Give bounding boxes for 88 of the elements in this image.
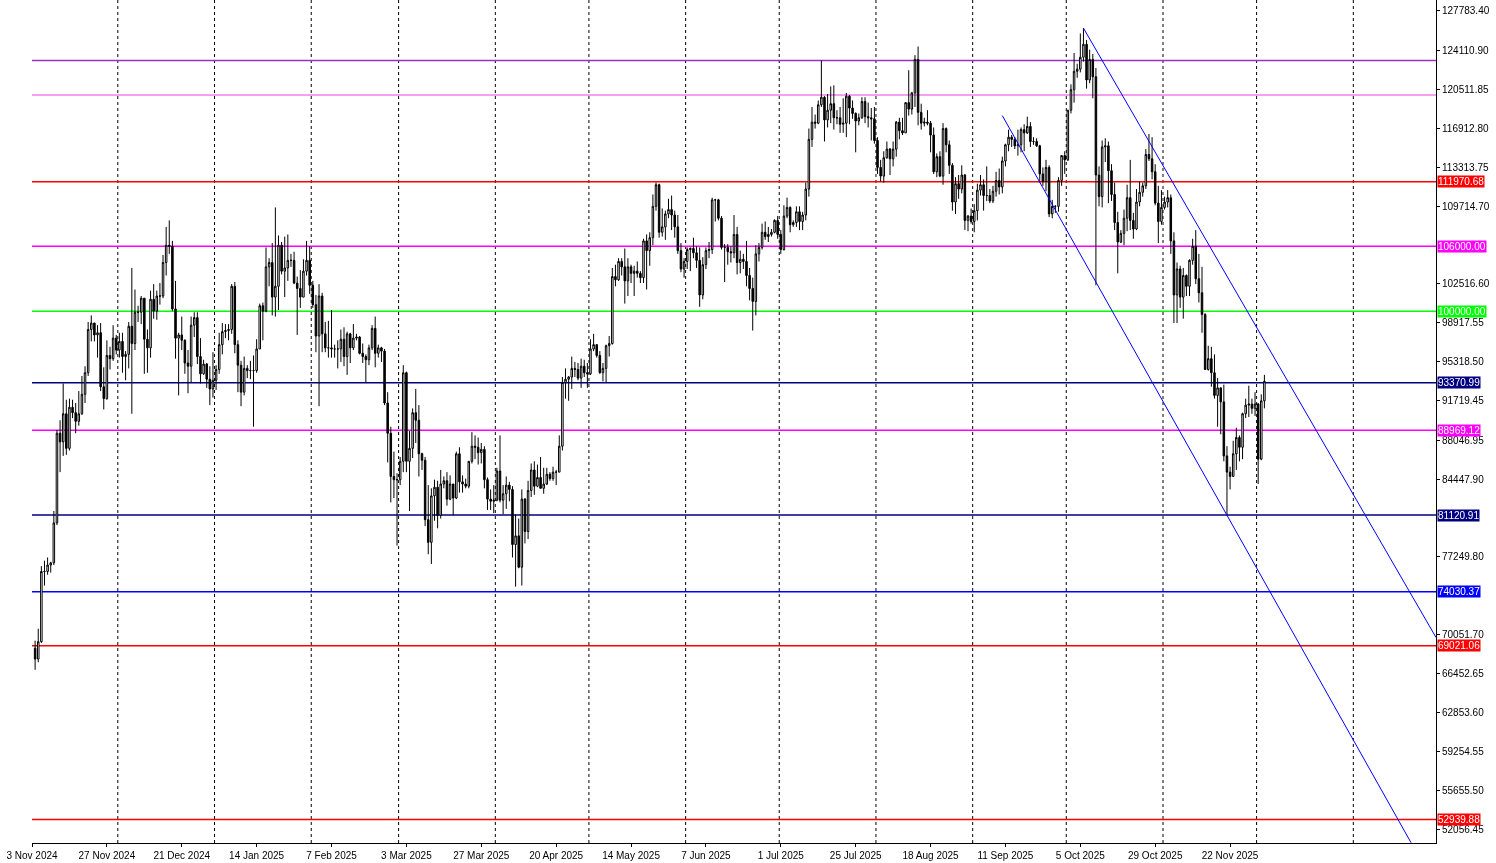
candlestick [504, 475, 508, 510]
candlestick [1019, 126, 1023, 153]
candlestick [710, 197, 714, 255]
ref-line-label: 81120.91 [1438, 510, 1480, 521]
x-tick-label: 7 Feb 2025 [306, 850, 358, 861]
ref-line-label: 106000.00 [1438, 241, 1486, 252]
candlestick [68, 398, 71, 452]
candlestick [870, 107, 873, 141]
candlestick [1107, 141, 1110, 204]
candlestick [548, 471, 552, 482]
candlestick [845, 92, 848, 138]
candlestick [795, 205, 798, 228]
x-tick-label: 1 Jul 2025 [757, 850, 805, 861]
candlestick [1100, 139, 1104, 208]
y-tick-label: 109714.70 [1442, 200, 1490, 212]
candlestick [551, 466, 555, 482]
candlestick [1047, 164, 1051, 218]
ref-line-label: 111970.68 [1438, 176, 1485, 187]
candlestick [798, 205, 801, 231]
candlestick [632, 265, 636, 297]
candlestick [657, 183, 661, 239]
candlestick [941, 122, 945, 186]
y-tick-label: 102516.60 [1442, 278, 1490, 290]
y-tick-label: 84447.90 [1442, 473, 1485, 485]
x-tick-label: 14 May 2025 [602, 850, 661, 861]
y-tick-label: 113313.75 [1442, 161, 1489, 173]
candlestick [373, 316, 377, 368]
x-tick-label: 27 Nov 2024 [78, 850, 136, 861]
y-tick-label: 52056.45 [1442, 823, 1485, 835]
x-tick-label: 25 Jul 2025 [829, 850, 882, 861]
y-tick-label: 98917.55 [1442, 317, 1485, 329]
candlestick [1016, 129, 1020, 157]
y-tick-label: 62853.60 [1442, 706, 1485, 718]
candlestick [1010, 134, 1013, 148]
candlestick [283, 236, 286, 298]
y-tick-label: 95318.50 [1442, 356, 1485, 368]
y-tick-label: 127783.40 [1442, 5, 1490, 17]
candlestick [249, 360, 252, 380]
y-tick-label: 91719.45 [1442, 395, 1485, 407]
x-tick-label: 20 Apr 2025 [529, 850, 584, 861]
candlestick [476, 437, 480, 466]
candlestick [579, 358, 583, 389]
x-tick-label: 5 Oct 2025 [1055, 850, 1106, 861]
candlestick [317, 283, 321, 407]
y-tick-label: 59254.55 [1442, 745, 1485, 757]
candlestick [1029, 121, 1032, 148]
candlestick [330, 309, 333, 359]
candlestick [1247, 385, 1251, 418]
x-tick-label: 7 Jun 2025 [681, 850, 732, 861]
ref-line-label: 74030.37 [1438, 586, 1481, 597]
ref-line-label: 52939.88 [1438, 814, 1481, 825]
candlestick [863, 96, 867, 124]
x-tick-label: 27 Mar 2025 [453, 850, 510, 861]
candlestick [520, 488, 524, 587]
candlestick [345, 331, 349, 376]
ref-line-label: 93370.99 [1438, 377, 1481, 388]
y-tick-label: 124110.90 [1442, 45, 1489, 57]
x-tick-label: 11 Sep 2025 [977, 850, 1034, 861]
ref-line-label: 88969.12 [1438, 425, 1481, 436]
candlestick [274, 206, 277, 318]
candlestick [916, 45, 920, 126]
y-tick-label: 70051.70 [1442, 629, 1485, 641]
y-tick-label: 116912.80 [1442, 122, 1489, 134]
x-tick-label: 29 Oct 2025 [1127, 850, 1183, 861]
candlestick [130, 267, 134, 415]
candlestick [832, 84, 836, 131]
y-tick-label: 66452.65 [1442, 668, 1485, 680]
y-tick-label: 88046.95 [1442, 434, 1485, 446]
candlestick [698, 246, 701, 308]
candlestick [1182, 267, 1185, 320]
candlestick [623, 247, 627, 305]
x-tick-label: 3 Mar 2025 [381, 850, 433, 861]
candlestick [533, 460, 536, 496]
ref-line-label: 100000.00 [1438, 306, 1486, 317]
candlestick [445, 471, 449, 507]
x-tick-label: 22 Nov 2025 [1201, 850, 1259, 861]
candlestick [645, 233, 648, 291]
y-tick-label: 55655.50 [1442, 784, 1485, 796]
x-tick-label: 3 Nov 2024 [6, 850, 59, 861]
y-tick-label: 120511.85 [1442, 84, 1489, 96]
x-tick-label: 14 Jan 2025 [229, 850, 285, 861]
x-tick-label: 18 Aug 2025 [902, 850, 960, 861]
candlestick [617, 257, 620, 282]
candlestick [143, 297, 146, 375]
ref-line-label: 69021.06 [1438, 640, 1481, 651]
candlestick [841, 97, 845, 134]
x-tick-label: 21 Dec 2024 [153, 850, 211, 861]
y-tick-label: 77249.80 [1442, 551, 1485, 563]
